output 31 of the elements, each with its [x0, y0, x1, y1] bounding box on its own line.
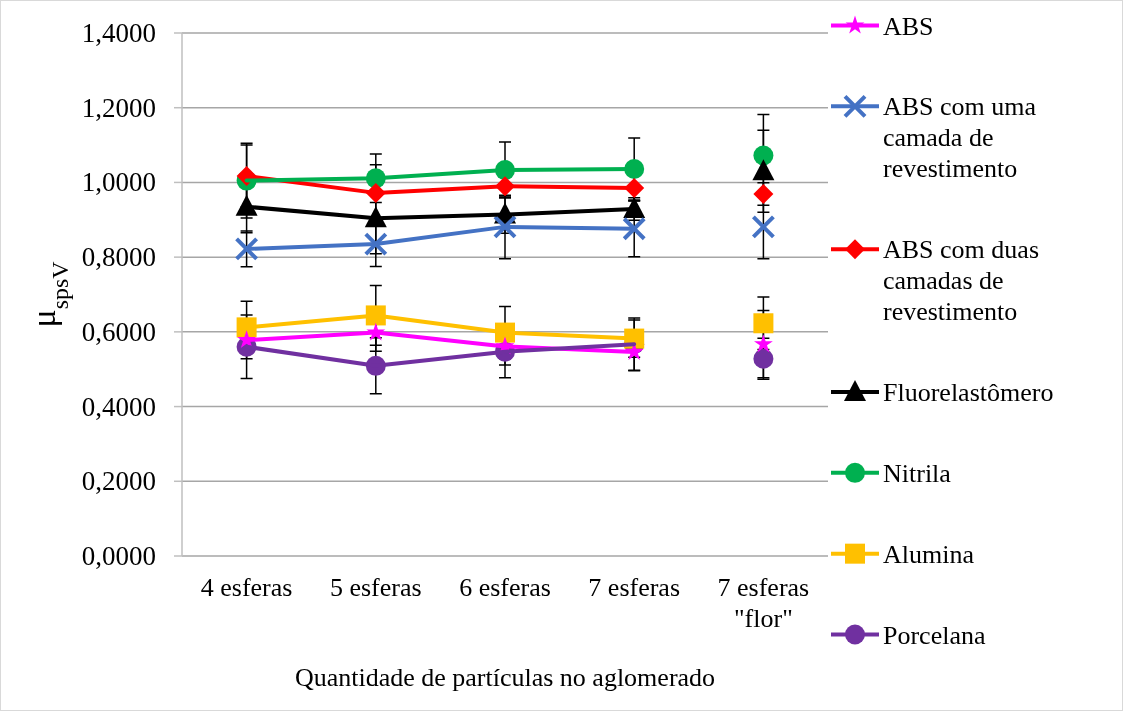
- y-tick-label: 0,2000: [81, 466, 156, 497]
- point: [752, 159, 775, 181]
- x-axis-title: Quantidade de partículas no aglomerado: [294, 663, 716, 692]
- y-tick-label: 0,4000: [81, 391, 156, 422]
- point: [753, 145, 774, 166]
- legend-label: ABS com duas camadas de revestimento: [883, 234, 1039, 326]
- point: [363, 232, 388, 257]
- point: [622, 216, 647, 241]
- point: [753, 334, 773, 353]
- point: [493, 214, 517, 239]
- y-tick-label: 0,8000: [81, 242, 156, 273]
- y-tick-label: 1,2000: [81, 92, 156, 123]
- y-tick-label: 1,0000: [81, 167, 156, 198]
- x-tick-label: 7 esferas: [588, 573, 681, 602]
- point: [234, 236, 259, 261]
- point: [753, 313, 774, 334]
- x-tick-label: 6 esferas: [459, 573, 551, 602]
- point: [751, 214, 776, 239]
- legend-label: Alumina: [883, 539, 975, 569]
- x-tick-label: 5 esferas: [329, 573, 422, 602]
- legend-label: ABS com uma camada de revestimento: [883, 91, 1037, 183]
- legend-label: Porcelana: [883, 620, 986, 649]
- legend-label: ABS: [883, 11, 934, 40]
- x-tick-label: 7 esferas "flor": [717, 573, 810, 633]
- y-tick-label: 1,4000: [81, 18, 156, 48]
- legend-label: Nitrila: [883, 458, 952, 488]
- y-tick-label: 0,6000: [81, 316, 156, 347]
- x-tick-label: 4 esferas: [200, 573, 293, 602]
- y-tick-label: 0,0000: [81, 541, 156, 571]
- point: [753, 348, 774, 369]
- legend-label: Fluorelastômero: [883, 377, 1054, 407]
